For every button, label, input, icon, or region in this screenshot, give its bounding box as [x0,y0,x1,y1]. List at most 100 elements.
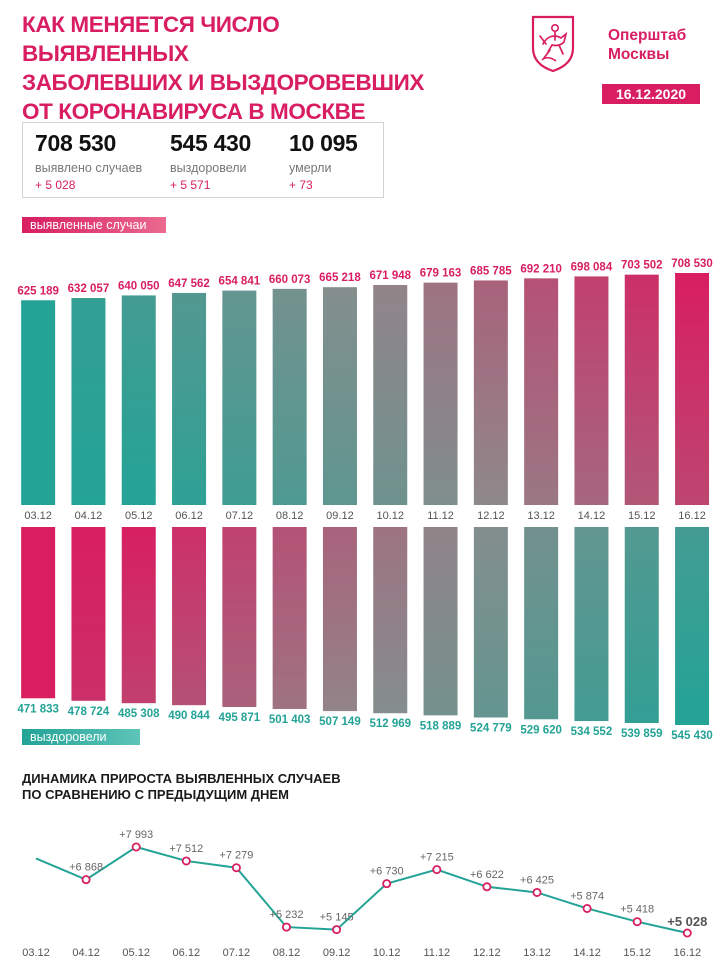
cases-section-label: выявленные случаи [22,217,166,233]
cases-bar-value: 647 562 [168,278,210,290]
delta-value-label: +6 868 [69,862,103,874]
cases-bar [21,300,56,505]
delta-date-label: 08.12 [273,947,301,959]
delta-date-label: 07.12 [223,947,251,959]
recovered-bar [473,527,508,718]
moscow-coat-of-arms-icon [531,15,575,72]
delta-value-label: +7 279 [219,850,253,862]
cases-bar [71,298,106,505]
cases-bar [272,288,307,505]
delta-date-label: 11.12 [423,947,450,959]
cases-bar [524,278,559,505]
delta-date-label: 04.12 [72,947,100,959]
date-tick-label: 06.12 [175,510,203,522]
delta-value-label: +5 874 [570,890,604,902]
delta-value-label: +7 993 [119,829,153,841]
delta-line-chart: 03.12 +6 868 04.12 +7 993 05.12 +7 512 06.12 +7… [22,829,707,959]
delta-point [231,863,241,873]
delta-value-label: +5 145 [320,912,354,924]
cases-bar [675,273,710,505]
delta-date-label: 03.12 [22,947,50,959]
recovered-bar-value: 529 620 [520,724,562,736]
date-tick-label: 04.12 [75,510,103,522]
cases-bar [373,284,408,505]
cases-bar-value: 660 073 [269,274,311,286]
date-tick-label: 12.12 [477,510,505,522]
delta-value-label: +5 418 [620,904,654,916]
recovered-bar [322,527,357,712]
cases-bar [121,295,156,505]
stat-cases: 708 530 выявлено случаев + 5 028 [35,129,142,193]
title-line-1: КАК МЕНЯЕТСЯ ЧИСЛО ВЫЯВЛЕННЫХ [22,12,280,66]
delta-date-label: 06.12 [173,947,201,959]
recovered-bar-value: 545 430 [671,730,713,742]
cases-bar-value: 698 084 [571,261,613,273]
delta-point [432,865,442,875]
delta-date-label: 13.12 [523,947,551,959]
delta-value-label: +7 215 [420,852,454,864]
cases-bar [322,287,357,505]
delta-value-label: +6 425 [520,874,554,886]
delta-date-label: 12.12 [473,947,501,959]
delta-point [281,922,291,932]
delta-date-label: 15.12 [623,947,651,959]
delta-value-label: +5 232 [270,909,304,921]
stat-deaths-value: 10 095 [289,130,358,156]
date-tick-label: 14.12 [578,510,606,522]
cases-bar-value: 685 785 [470,265,512,277]
stat-recovered-delta: + 5 571 [170,178,211,192]
recovered-bar [624,527,659,723]
page-title: КАК МЕНЯЕТСЯ ЧИСЛО ВЫЯВЛЕННЫХ ЗАБОЛЕВШИХ… [22,10,442,126]
brand-name: Оперштаб Москвы [608,26,686,64]
cases-bar-chart: 625 189 03.12 632 057 04.12 640 050 05.12 647 … [17,258,712,522]
delta-date-label: 05.12 [122,947,150,959]
cases-bar [473,280,508,505]
cases-bar-value: 640 050 [118,280,160,292]
recovered-bar-value: 524 779 [470,723,512,735]
delta-date-label: 09.12 [323,947,351,959]
cases-bar-value: 654 841 [219,276,261,288]
recovered-bar-value: 485 308 [118,708,160,720]
delta-point [131,842,141,852]
delta-value-label: +6 622 [470,869,504,881]
recovered-bar [675,527,710,725]
stat-deaths: 10 095 умерли + 73 [289,129,358,193]
date-tick-label: 15.12 [628,510,656,522]
recovered-bar-value: 495 871 [219,712,261,724]
cases-bar [624,274,659,505]
delta-point [382,879,392,889]
recovered-bar-value: 507 149 [319,716,361,728]
delta-value-label: +6 730 [370,866,404,878]
recovered-bar [423,527,458,716]
recovered-bar [524,527,559,720]
cases-bar-value: 703 502 [621,260,663,272]
line-chart-title: ДИНАМИКА ПРИРОСТА ВЫЯВЛЕННЫХ СЛУЧАЕВ ПО … [22,771,341,803]
cases-bar-value: 671 948 [369,270,411,282]
recovered-bar [172,527,207,706]
delta-date-label: 10.12 [373,947,401,959]
recovered-bar [574,527,609,722]
recovered-bar-chart: 471 833 478 724 485 308 490 844 495 871 501 4… [17,527,713,742]
line-chart-title-line-2: ПО СРАВНЕНИЮ С ПРЕДЫДУЩИМ ДНЕМ [22,787,289,802]
delta-value-label: +5 028 [667,914,707,929]
date-tick-label: 13.12 [527,510,555,522]
delta-point [582,903,592,913]
recovered-bar-value: 478 724 [68,706,110,718]
title-line-2: ЗАБОЛЕВШИХ И ВЫЗДОРОВЕВШИХ [22,70,424,95]
delta-point [81,875,91,885]
recovered-bar-value: 534 552 [571,726,613,738]
delta-point [482,882,492,892]
delta-point [682,928,692,938]
cases-bar-value: 708 530 [671,258,713,270]
recovered-bar-value: 539 859 [621,728,663,740]
date-tick-label: 09.12 [326,510,354,522]
date-tick-label: 08.12 [276,510,304,522]
recovered-bar [272,527,307,710]
stat-recovered-value: 545 430 [170,130,252,156]
date-tick-label: 05.12 [125,510,153,522]
cases-bar-value: 665 218 [319,272,361,284]
delta-point [632,917,642,927]
recovered-bar [373,527,408,714]
recovered-bar [222,527,257,708]
